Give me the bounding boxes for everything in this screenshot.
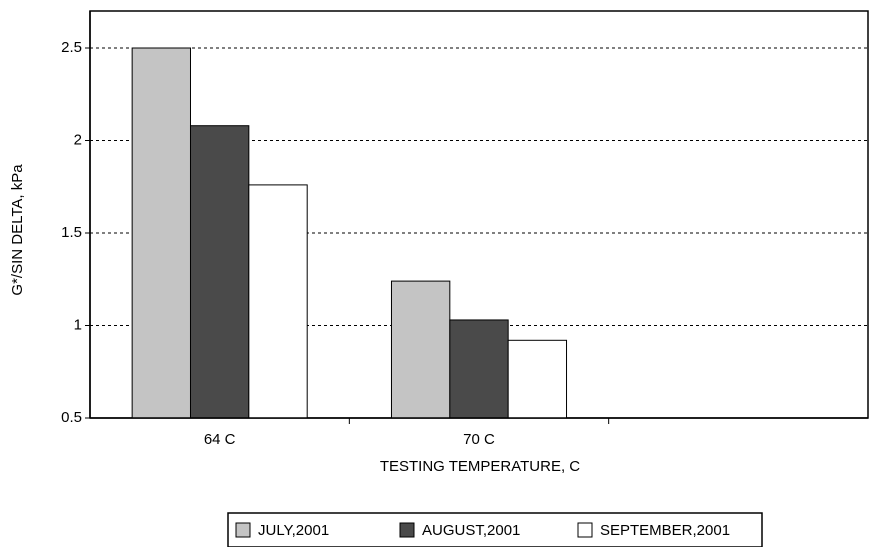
x-axis-title: TESTING TEMPERATURE, C bbox=[380, 458, 580, 475]
legend-swatch bbox=[235, 522, 251, 538]
bar bbox=[390, 280, 451, 419]
x-tick-label: 64 C bbox=[204, 431, 236, 448]
legend-label: AUGUST,2001 bbox=[422, 522, 520, 539]
y-tick-label: 2.5 bbox=[61, 39, 82, 56]
bar bbox=[189, 125, 250, 419]
y-tick-label: 1 bbox=[74, 316, 82, 333]
legend-swatch bbox=[577, 522, 593, 538]
bar bbox=[248, 184, 308, 419]
legend-label: JULY,2001 bbox=[258, 522, 329, 539]
y-tick-label: 0.5 bbox=[61, 409, 82, 426]
legend-swatch bbox=[399, 522, 415, 538]
bar bbox=[131, 47, 191, 419]
legend-box bbox=[227, 512, 763, 547]
y-tick-label: 1.5 bbox=[61, 224, 82, 241]
legend-label: SEPTEMBER,2001 bbox=[600, 522, 730, 539]
y-tick-label: 2 bbox=[74, 131, 82, 148]
bar bbox=[449, 319, 509, 419]
bar bbox=[507, 339, 568, 419]
x-tick-label: 70 C bbox=[463, 431, 495, 448]
y-axis-title: G*/SIN DELTA, kPa bbox=[9, 164, 26, 296]
